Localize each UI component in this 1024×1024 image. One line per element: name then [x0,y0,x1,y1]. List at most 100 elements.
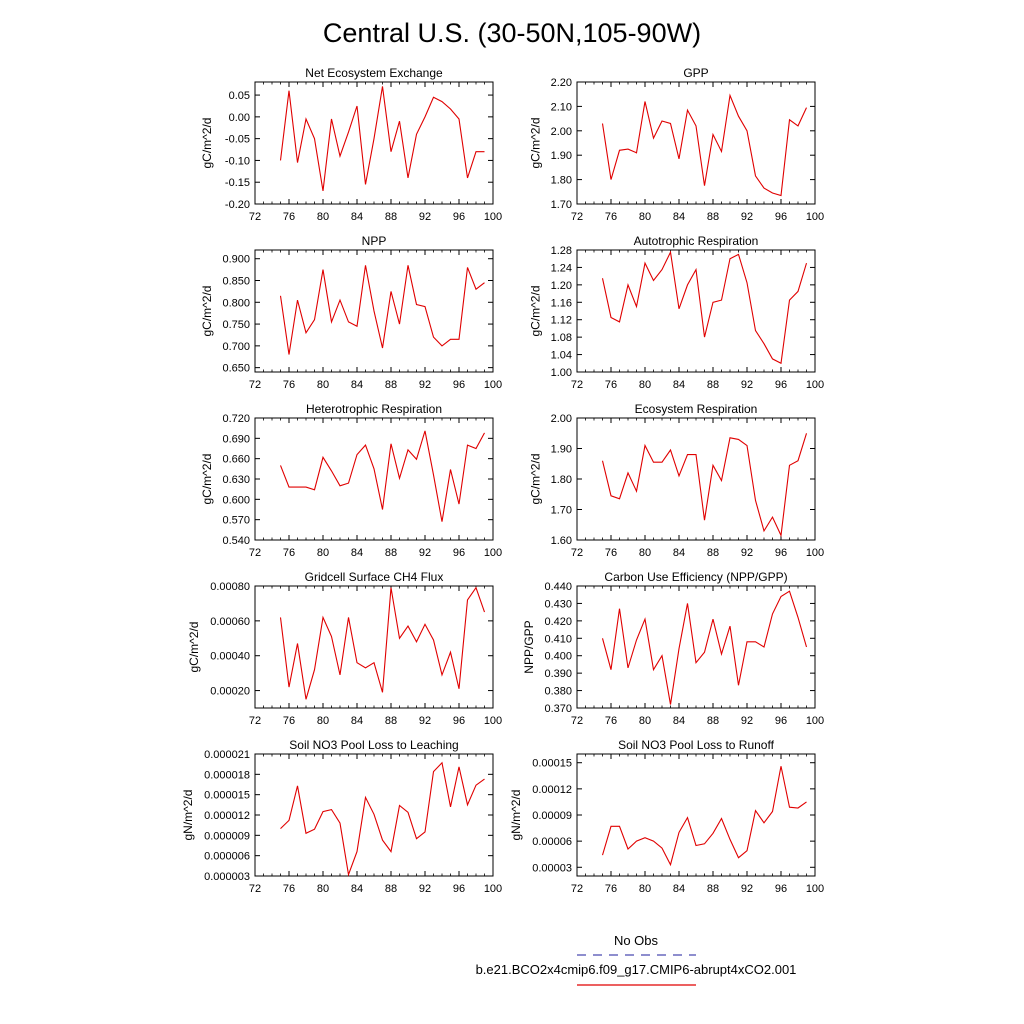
x-tick-label: 96 [453,547,465,559]
x-tick-label: 84 [351,211,363,223]
x-tick-label: 92 [741,547,753,559]
y-tick-label: 0.800 [222,297,250,309]
y-tick-label: 0.630 [222,474,250,486]
y-tick-label: 0.430 [544,598,572,610]
y-axis-label: gN/m^2/d [181,790,195,841]
x-tick-label: 100 [806,547,824,559]
plot-frame [576,81,816,205]
x-tick-label: 100 [484,883,502,895]
series-line [279,430,485,522]
y-tick-label: 2.00 [551,413,572,425]
y-axis-label: gC/m^2/d [200,286,214,337]
x-tick-label: 84 [673,715,685,727]
x-tick-label: 80 [317,715,329,727]
panel-title: Carbon Use Efficiency (NPP/GPP) [604,570,787,584]
x-tick-label: 76 [283,883,295,895]
x-tick-label: 88 [385,715,397,727]
y-axis-label: gC/m^2/d [200,118,214,169]
y-axis-label: gN/m^2/d [509,790,523,841]
y-tick-label: 0.900 [222,254,250,266]
y-tick-label: 0.690 [222,433,250,445]
y-tick-label: 0.540 [222,535,250,547]
y-tick-label: 0.600 [222,494,250,506]
series-line [279,86,485,191]
x-tick-label: 88 [707,211,719,223]
series-line [279,265,485,355]
y-tick-label: 0.00003 [532,862,572,874]
y-tick-label: 0.420 [544,616,572,628]
x-tick-label: 96 [775,715,787,727]
x-tick-label: 80 [317,547,329,559]
y-axis-label: gC/m^2/d [528,454,542,505]
legend-obs-label: No Obs [614,933,659,948]
x-tick-label: 72 [571,211,583,223]
x-tick-label: 100 [484,547,502,559]
y-tick-label: 0.00020 [210,686,250,698]
x-tick-label: 76 [283,547,295,559]
x-tick-label: 88 [385,547,397,559]
panel-1: Net Ecosystem Exchange 72 76 80 84 88 92 96 100 0… [200,66,502,223]
x-tick-label: 88 [385,379,397,391]
x-tick-label: 92 [741,211,753,223]
x-tick-label: 96 [775,379,787,391]
x-tick-label: 72 [249,211,261,223]
legend: No Obs b.e21.BCO2x4cmip6.f09_g17.CMIP6-a… [476,933,796,986]
y-tick-label: 0.00009 [532,810,572,822]
y-tick-label: 1.70 [551,199,572,211]
y-tick-label: 1.20 [551,280,572,292]
series-line [601,766,807,867]
y-tick-label: 0.00012 [532,784,572,796]
y-tick-label: 0.000018 [204,769,250,781]
x-tick-label: 92 [419,715,431,727]
y-tick-label: -0.10 [225,155,250,167]
y-axis-label: NPP/GPP [522,620,536,673]
panel-5: Heterotrophic Respiration 72 76 80 84 88 92 96 1… [200,402,502,559]
panel-title: GPP [683,66,708,80]
x-tick-label: 88 [707,883,719,895]
y-tick-label: 0.05 [229,90,250,102]
x-tick-label: 72 [571,379,583,391]
y-axis-label: gC/m^2/d [200,454,214,505]
x-tick-label: 92 [419,379,431,391]
y-tick-label: 0.00080 [210,581,250,593]
y-tick-label: 0.660 [222,454,250,466]
y-tick-label: 0.370 [544,703,572,715]
y-tick-label: 1.90 [551,444,572,456]
y-tick-label: 0.380 [544,686,572,698]
x-tick-label: 100 [806,211,824,223]
y-tick-label: 1.80 [551,474,572,486]
y-tick-label: -0.15 [225,177,250,189]
x-tick-label: 72 [571,547,583,559]
x-tick-label: 72 [571,715,583,727]
x-tick-label: 92 [419,547,431,559]
y-axis-label: gC/m^2/d [528,286,542,337]
x-tick-label: 88 [707,379,719,391]
x-tick-label: 80 [639,715,651,727]
x-tick-label: 100 [806,379,824,391]
y-tick-label: 0.00040 [210,651,250,663]
plot-frame [576,249,816,373]
panel-title: Ecosystem Respiration [635,402,758,416]
x-tick-label: 88 [707,715,719,727]
y-tick-label: 1.60 [551,535,572,547]
y-tick-label: -0.05 [225,134,250,146]
x-tick-label: 92 [419,211,431,223]
x-tick-label: 76 [283,211,295,223]
x-tick-label: 96 [775,547,787,559]
panel-2: GPP 72 76 80 84 88 92 96 100 2.20 2.10 2.00 1.90 1.80… [528,66,824,223]
panel-9: Soil NO3 Pool Loss to Leaching 72 76 80 84 88… [181,738,502,895]
y-tick-label: 0.00015 [532,758,572,770]
figure-title: Central U.S. (30-50N,105-90W) [323,18,701,48]
y-tick-label: 0.00060 [210,616,250,628]
y-tick-label: 0.00006 [532,836,572,848]
x-tick-label: 76 [605,379,617,391]
x-tick-label: 76 [605,547,617,559]
x-tick-label: 80 [639,547,651,559]
x-tick-label: 92 [741,379,753,391]
series-line [601,590,808,705]
x-tick-label: 72 [249,883,261,895]
x-tick-label: 72 [249,715,261,727]
y-tick-label: 0.390 [544,668,572,680]
x-tick-label: 92 [741,715,753,727]
x-tick-label: 80 [317,883,329,895]
